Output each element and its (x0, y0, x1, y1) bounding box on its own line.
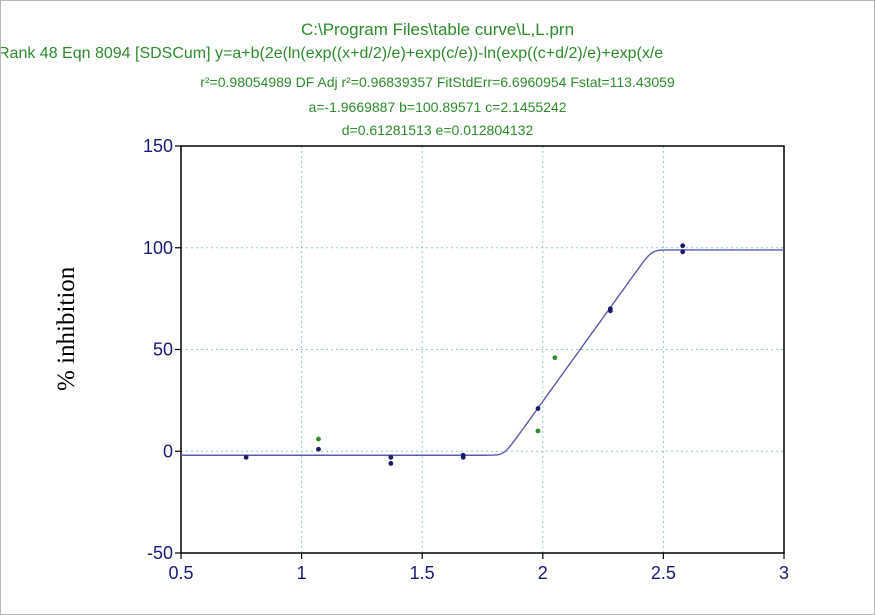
x-ticks: 0.5 1 1.5 2 2.5 3 (168, 553, 789, 583)
y-ticks: -50 0 50 100 150 (143, 136, 181, 563)
fit-curve (181, 249, 784, 456)
data-point (535, 406, 541, 411)
data-point (243, 454, 249, 460)
x-tick-label: 0.5 (168, 563, 193, 583)
data-point (460, 454, 466, 460)
y-tick-label: 100 (143, 238, 173, 258)
y-tick-label: 150 (143, 136, 173, 156)
fit-params-abc: a=-1.9669887 b=100.89571 c=2.1455242 (308, 99, 567, 115)
x-tick-label: 2 (538, 563, 548, 583)
data-point (316, 436, 321, 442)
data-point (535, 428, 541, 434)
data-point (388, 454, 394, 460)
y-tick-label: 50 (153, 340, 173, 360)
x-tick-label: 1.5 (410, 563, 435, 583)
fit-statistics: r²=0.98054989 DF Adj r²=0.96839357 FitSt… (200, 74, 675, 90)
data-point (316, 446, 321, 452)
x-tick-label: 1 (297, 563, 307, 583)
data-points (243, 243, 686, 466)
y-tick-label: -50 (147, 543, 173, 563)
fit-params-de: d=0.61281513 e=0.012804132 (341, 122, 534, 138)
x-tick-label: 3 (779, 563, 789, 583)
data-point (552, 355, 558, 361)
data-point (607, 308, 613, 314)
data-point (388, 461, 394, 466)
equation-text: Rank 48 Eqn 8094 [SDSCum] y=a+b(2e(ln(ex… (0, 45, 664, 62)
grid-lines (181, 146, 784, 553)
chart-title: C:\Program Files\table curve\L,L.prn (300, 20, 575, 39)
x-tick-label: 2.5 (651, 563, 676, 583)
data-point (680, 249, 686, 255)
data-point (680, 243, 686, 249)
y-tick-label: 0 (163, 441, 173, 461)
